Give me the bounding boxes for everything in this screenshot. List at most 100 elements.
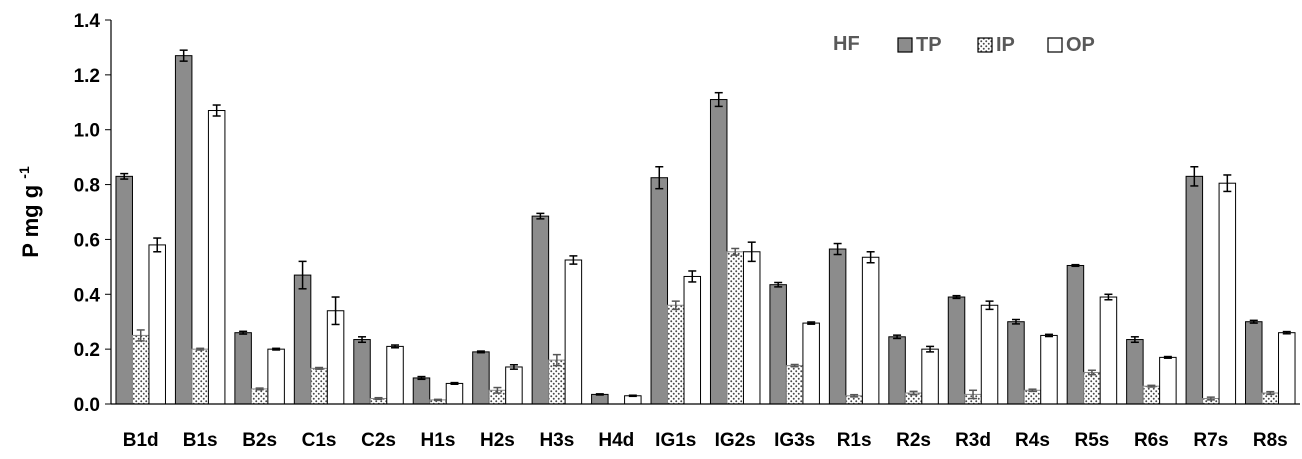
- error-bar-op-ig1s: [688, 270, 697, 283]
- bar-ip-ig1s: [667, 304, 685, 405]
- bar-ip-b2s: [250, 388, 269, 405]
- error-bar-ip-b1d: [136, 329, 145, 342]
- x-tick-label: H4d: [598, 430, 634, 451]
- bar-ip-ig2s: [726, 251, 744, 405]
- error-bar-op-b1d: [153, 237, 162, 253]
- error-bar-ip-h2s: [493, 386, 502, 394]
- bar-tp-ig2s: [709, 99, 728, 405]
- error-bar-tp-r8s: [1249, 319, 1258, 324]
- x-tick-label: R3d: [955, 430, 991, 451]
- error-bar-tp-b1d: [120, 172, 129, 180]
- legend: HF TP IP OP: [833, 33, 1095, 56]
- panel-label: HF: [833, 33, 860, 55]
- x-tick-label: C1s: [302, 430, 337, 451]
- error-bar-op-r1s: [866, 251, 875, 264]
- bar-tp-r3d: [947, 296, 966, 405]
- bar-ip-r6s: [1142, 385, 1161, 405]
- error-bar-ip-h3s: [552, 353, 561, 367]
- x-tick-label: C2s: [361, 430, 396, 451]
- bar-tp-r6s: [1126, 339, 1144, 405]
- legend-label-op: OP: [1066, 34, 1095, 56]
- y-axis: 0.0 0.2 0.4 0.6 0.8 1.0 1.2 1.4: [74, 11, 111, 416]
- error-bar-ip-r4s: [1028, 388, 1037, 393]
- error-bar-op-c1s: [331, 296, 340, 326]
- y-tick-label: 1.0: [74, 121, 100, 142]
- legend-label-tp: TP: [916, 34, 942, 56]
- error-bar-tp-r3d: [952, 294, 961, 300]
- bar-tp-b1d: [115, 175, 133, 405]
- bar-op-h2s: [505, 366, 523, 405]
- bar-op-ig2s: [742, 251, 761, 405]
- error-bar-tp-b1s: [179, 49, 188, 62]
- bar-tp-ig1s: [650, 177, 669, 405]
- legend-item-ip: IP: [977, 34, 1015, 56]
- error-bar-tp-h3s: [536, 212, 545, 220]
- bar-ip-r4s: [1023, 389, 1042, 405]
- error-bar-ip-r6s: [1147, 384, 1156, 388]
- x-tick-label: IG1s: [655, 430, 696, 451]
- bar-op-r3d: [980, 304, 999, 405]
- x-tick-label: IG2s: [715, 430, 756, 451]
- x-tick-label: R8s: [1253, 430, 1288, 451]
- error-bar-ip-r1s: [850, 393, 859, 398]
- bar-op-r4s: [1040, 334, 1058, 405]
- bar-ip-h3s: [548, 359, 566, 405]
- error-bar-tp-c2s: [358, 336, 367, 344]
- bar-op-ig3s: [802, 322, 820, 405]
- axes: [110, 20, 1300, 405]
- error-bar-tp-h2s: [476, 350, 485, 354]
- y-tick-label: 0.2: [74, 340, 100, 361]
- legend-swatch-op: [1047, 37, 1063, 53]
- bar-op-b1s: [207, 110, 226, 405]
- error-bar-tp-ig1s: [655, 165, 664, 190]
- bar-op-b1d: [148, 244, 166, 405]
- error-bar-ip-r7s: [1206, 396, 1215, 401]
- x-tick-label: B2s: [242, 430, 277, 451]
- error-bar-ip-ig1s: [671, 300, 680, 311]
- bar-tp-c1s: [293, 274, 312, 405]
- legend-label-ip: IP: [996, 34, 1015, 56]
- y-axis-label-exponent: -1: [16, 166, 32, 179]
- bar-tp-b2s: [234, 332, 252, 405]
- error-bar-op-h1s: [450, 381, 459, 386]
- error-bar-ip-c2s: [374, 396, 383, 401]
- error-bar-tp-r2s: [893, 334, 902, 340]
- bar-op-r1s: [861, 256, 880, 405]
- error-bar-op-h3s: [569, 255, 578, 265]
- bar-tp-b1s: [174, 55, 193, 405]
- bar-op-r2s: [921, 348, 939, 405]
- x-tick-label: R5s: [1074, 430, 1109, 451]
- bar-tp-h4d: [591, 393, 609, 405]
- bar-ip-ig3s: [785, 365, 804, 405]
- error-bar-ip-b1s: [196, 347, 205, 351]
- x-tick-label: H1s: [421, 430, 456, 451]
- x-tick-label: IG3s: [774, 430, 815, 451]
- x-tick-label: R7s: [1193, 430, 1228, 451]
- y-tick-label: 0.0: [74, 395, 100, 416]
- error-bar-op-h2s: [509, 364, 518, 370]
- bar-tp-ig3s: [769, 284, 787, 405]
- error-bar-op-b1s: [212, 104, 221, 117]
- error-bar-ip-b2s: [255, 387, 264, 391]
- error-bar-ip-r2s: [909, 390, 918, 396]
- bar-tp-c2s: [353, 339, 371, 405]
- bar-op-r8s: [1278, 332, 1296, 405]
- bars: [115, 49, 1296, 405]
- bar-tp-r1s: [828, 248, 847, 405]
- error-bar-tp-ig2s: [714, 91, 723, 108]
- bar-tp-r5s: [1066, 264, 1085, 405]
- y-tick-label: 0.4: [74, 285, 101, 306]
- bar-tp-h3s: [531, 215, 550, 405]
- x-tick-label: H3s: [539, 430, 574, 451]
- error-bar-tp-c1s: [298, 260, 307, 290]
- x-tick-label: B1d: [123, 430, 159, 451]
- error-bar-ip-r5s: [1087, 369, 1096, 376]
- error-bar-op-r6s: [1163, 355, 1172, 359]
- bar-op-r6s: [1159, 356, 1177, 405]
- error-bar-op-r4s: [1044, 333, 1053, 338]
- bar-ip-b1d: [131, 334, 150, 405]
- error-bar-ip-r8s: [1266, 390, 1275, 396]
- error-bar-op-b2s: [272, 347, 281, 351]
- error-bar-tp-r4s: [1011, 318, 1020, 325]
- bar-op-b2s: [267, 348, 285, 405]
